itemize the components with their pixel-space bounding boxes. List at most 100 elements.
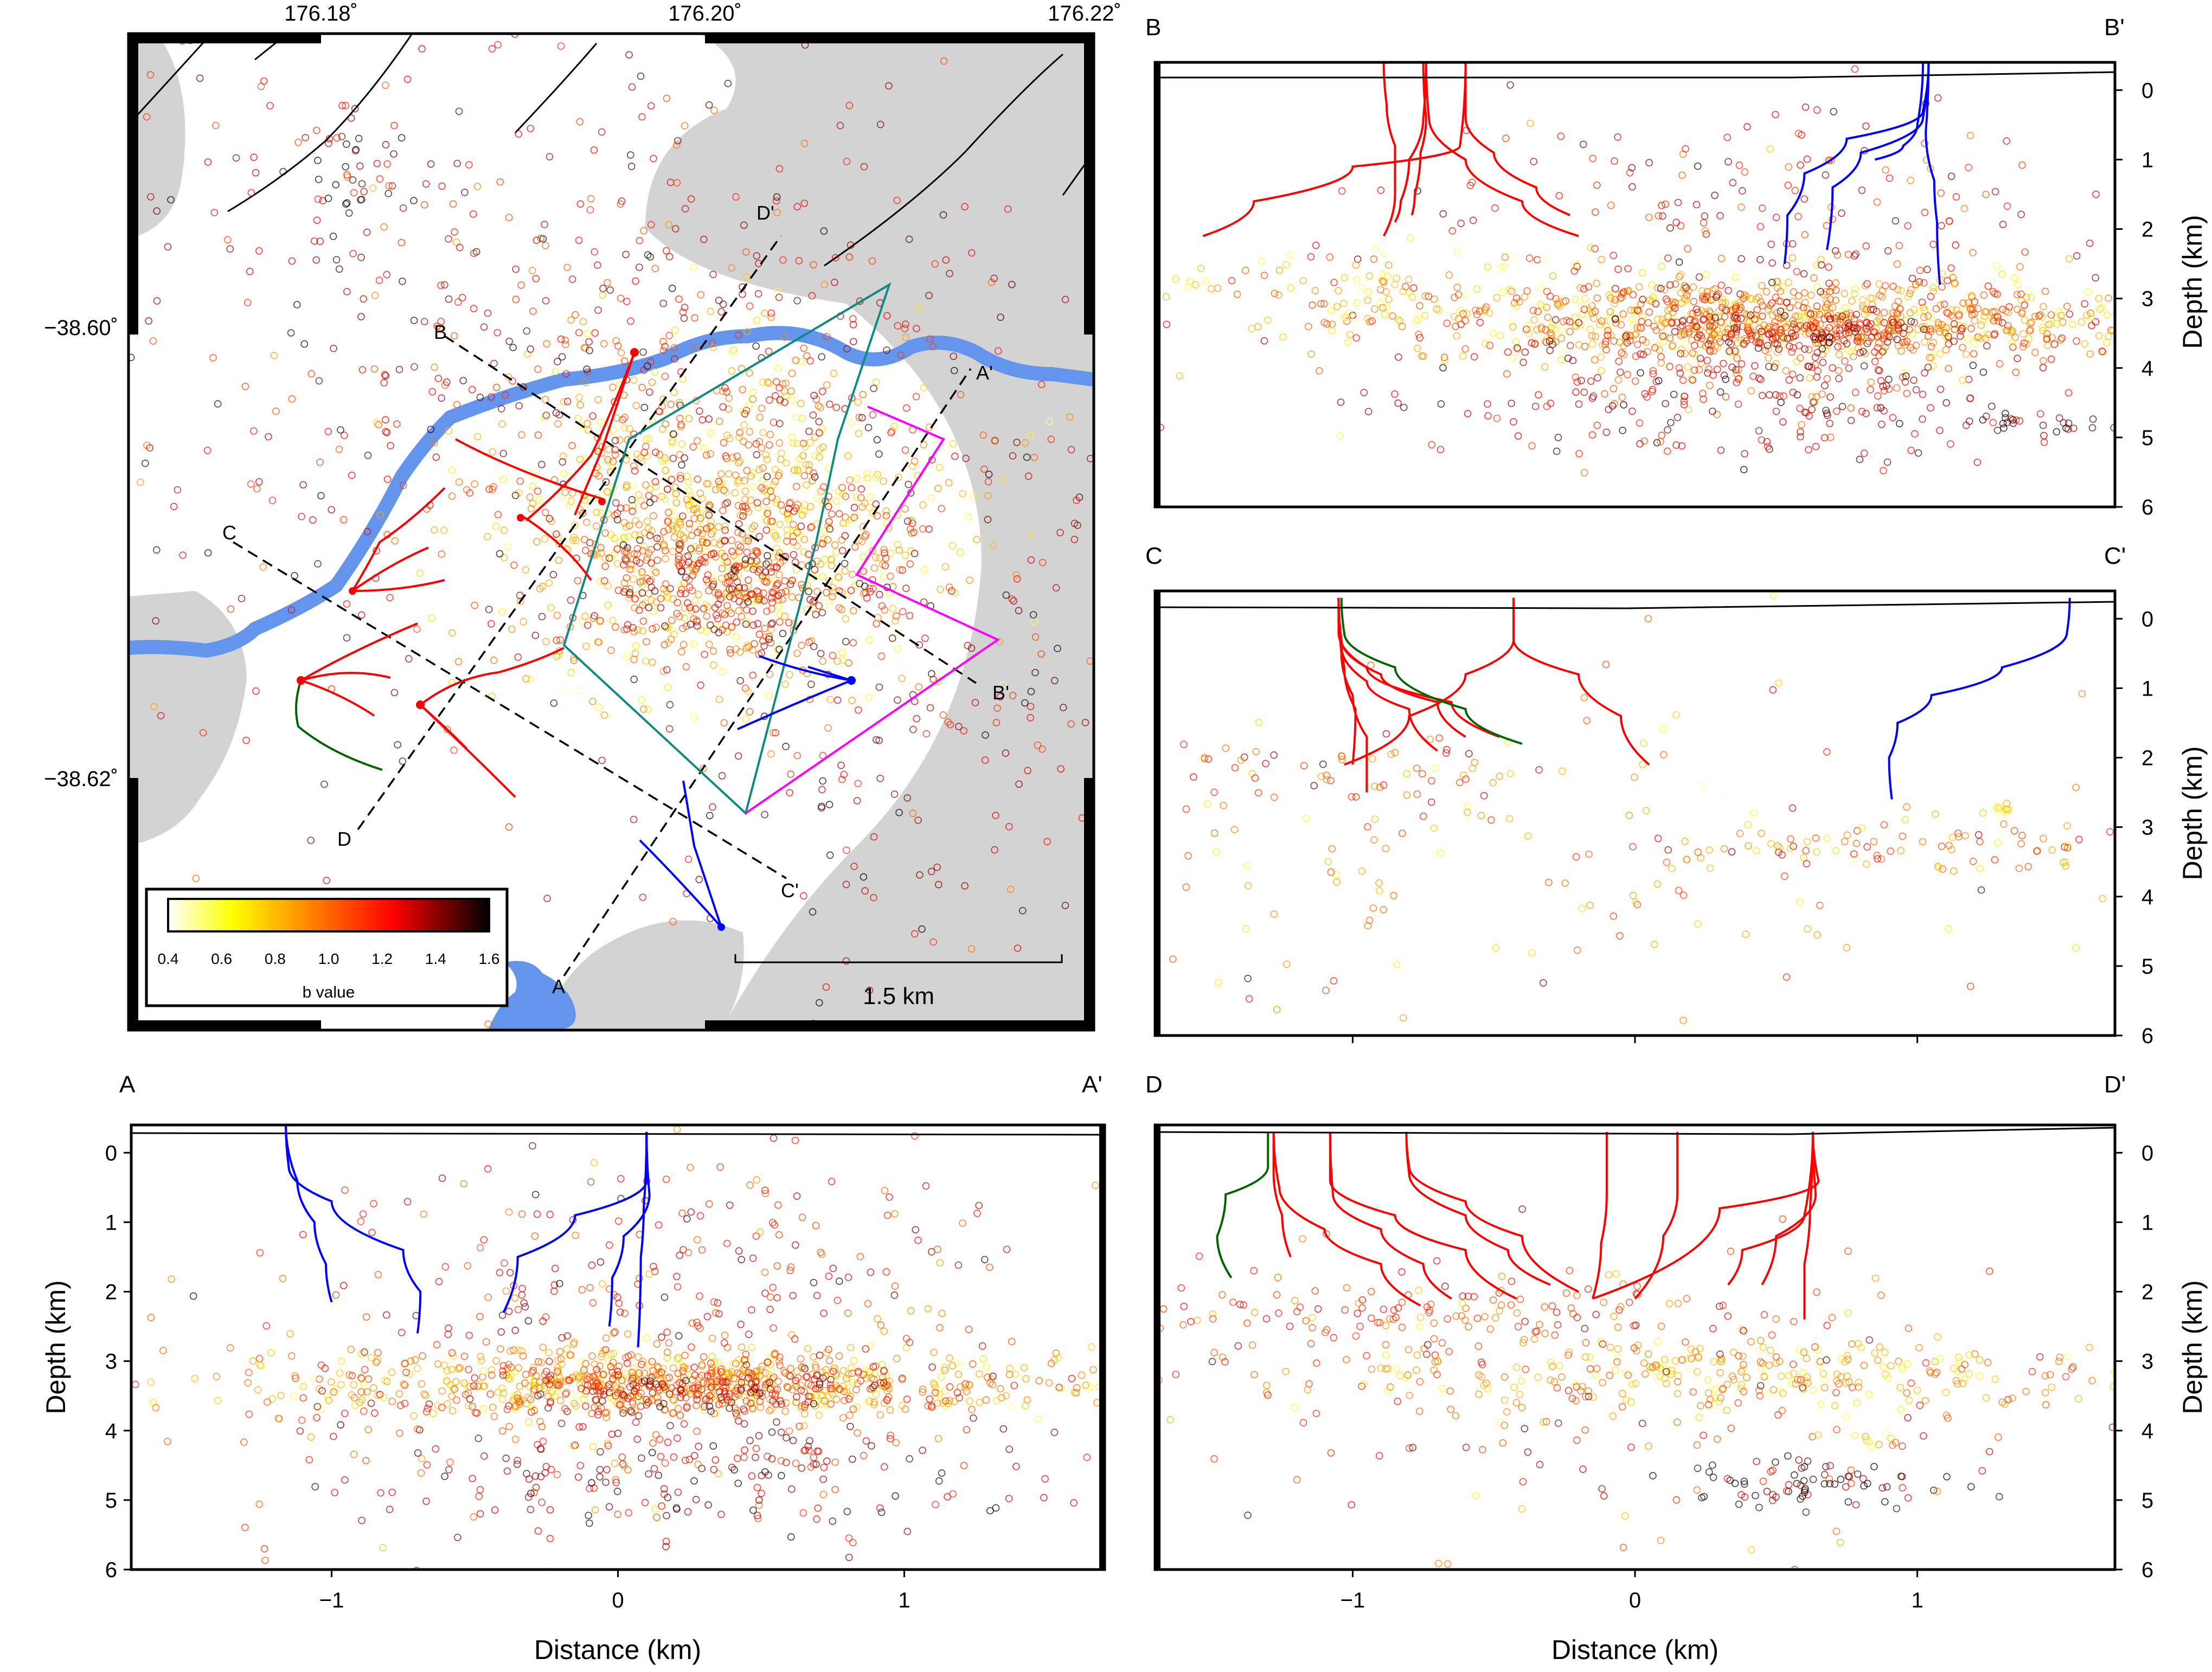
earthquake-point <box>1823 222 1831 230</box>
earthquake-point <box>482 1338 490 1346</box>
earthquake-point <box>767 1405 775 1413</box>
earthquake-point <box>739 512 747 520</box>
earthquake-point <box>638 383 646 391</box>
earthquake-point <box>476 1485 484 1494</box>
earthquake-point <box>707 518 715 526</box>
earthquake-point <box>2065 255 2073 263</box>
earthquake-point <box>818 353 825 361</box>
earthquake-point <box>831 541 839 549</box>
earthquake-point <box>601 562 609 570</box>
earthquake-point <box>2023 340 2030 348</box>
earthquake-point <box>1012 571 1020 579</box>
earthquake-point <box>1725 338 1733 346</box>
earthquake-point <box>631 649 639 658</box>
earthquake-point <box>656 1436 664 1443</box>
earthquake-point <box>1654 284 1662 292</box>
earthquake-point <box>901 505 909 513</box>
earthquake-point <box>1385 295 1393 304</box>
earthquake-point <box>795 256 803 265</box>
earthquake-point <box>2083 311 2091 319</box>
earthquake-point <box>886 1193 893 1201</box>
earthquake-point <box>1542 326 1550 334</box>
earthquake-point <box>1530 158 1537 165</box>
earthquake-point <box>691 543 699 551</box>
earthquake-point <box>2102 338 2111 346</box>
earthquake-point <box>450 746 458 754</box>
earthquake-point <box>684 856 693 863</box>
earthquake-point <box>1907 318 1915 325</box>
earthquake-point <box>661 622 669 630</box>
earthquake-point <box>950 366 958 375</box>
earthquake-point <box>710 1358 719 1366</box>
earthquake-point <box>1849 352 1857 361</box>
earthquake-point <box>672 499 681 507</box>
earthquake-point <box>739 503 747 511</box>
earthquake-point <box>816 453 823 461</box>
section-labels: A A' B B' C C' D D' <box>222 202 1009 998</box>
earthquake-point <box>1958 325 1966 332</box>
earthquake-point <box>2004 322 2012 330</box>
earthquake-point <box>267 1349 275 1356</box>
earthquake-point <box>717 1377 726 1385</box>
earthquake-point <box>1145 708 1151 715</box>
earthquake-point <box>584 330 591 338</box>
earthquake-point <box>638 1360 645 1368</box>
earthquake-point <box>854 780 862 787</box>
earthquake-point <box>981 756 989 764</box>
earthquake-point <box>787 387 795 395</box>
earthquake-point <box>395 365 403 374</box>
earthquake-point <box>365 1609 371 1616</box>
earthquake-point <box>759 572 766 580</box>
earthquake-point <box>815 602 823 610</box>
earthquake-point <box>602 478 610 486</box>
earthquake-point <box>724 80 732 87</box>
earthquake-point <box>849 607 857 615</box>
earthquake-point <box>753 451 761 459</box>
earthquake-point <box>767 594 775 602</box>
earthquake-point <box>754 620 762 628</box>
earthquake-point <box>1929 339 1937 346</box>
earthquake-point <box>671 493 679 500</box>
earthquake-point <box>1537 284 1545 292</box>
earthquake-point <box>507 1364 515 1371</box>
earthquake-point <box>694 1390 702 1398</box>
earthquake-point <box>710 539 718 546</box>
earthquake-point <box>337 426 344 434</box>
earthquake-point <box>860 1371 867 1378</box>
earthquake-point <box>1612 319 1620 327</box>
earthquake-point <box>91 1606 97 1612</box>
earthquake-point <box>690 263 698 271</box>
earthquake-point <box>675 555 682 563</box>
earthquake-point <box>595 704 603 711</box>
earthquake-point <box>1136 1381 1143 1388</box>
earthquake-point <box>2057 336 2064 344</box>
earthquake-point <box>760 1375 768 1383</box>
earthquake-point <box>762 560 770 568</box>
earthquake-point <box>1501 253 1509 261</box>
earthquake-point <box>689 443 697 451</box>
earthquake-point <box>342 200 350 208</box>
earthquake-point <box>451 228 458 236</box>
earthquake-point <box>830 1375 838 1384</box>
earthquake-point <box>742 248 750 256</box>
earthquake-point <box>645 549 653 557</box>
earthquake-point <box>338 101 346 110</box>
earthquake-point <box>688 607 696 615</box>
earthquake-point <box>761 625 768 632</box>
earthquake-point <box>1509 353 1517 362</box>
earthquake-point <box>339 1282 348 1289</box>
earthquake-point <box>1662 295 1670 303</box>
earthquake-point <box>792 1398 800 1406</box>
earthquake-point <box>880 1463 888 1471</box>
earthquake-point <box>1783 298 1791 306</box>
earthquake-point <box>1990 331 1998 339</box>
earthquake-point <box>1052 584 1060 591</box>
earthquake-point <box>1685 327 1693 336</box>
earthquake-point <box>775 618 784 626</box>
map-basemap: A A' B B' C C' D D' 1.5 km 0.4 0.6 0.8 1.0 1… <box>129 34 1151 1030</box>
earthquake-point <box>671 326 679 334</box>
earthquake-point <box>585 338 593 346</box>
earthquake-point <box>875 736 883 744</box>
earthquake-point <box>780 387 788 395</box>
earthquake-point <box>613 516 621 524</box>
